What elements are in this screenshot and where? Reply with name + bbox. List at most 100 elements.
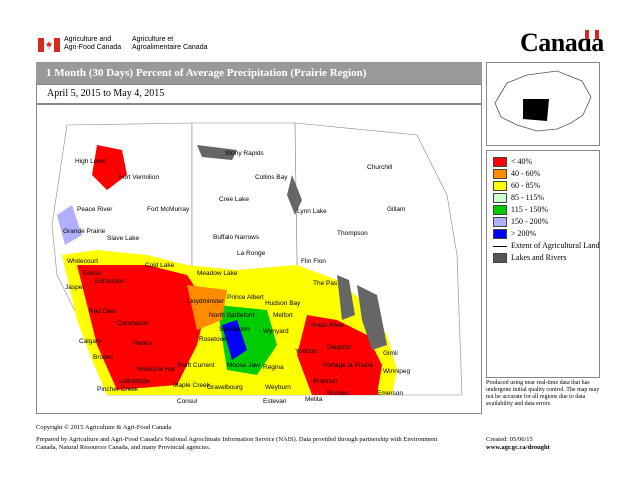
wordmark-flag-icon: [585, 30, 599, 39]
prairie-region-highlight: [523, 99, 549, 121]
city-label: Consul: [177, 398, 198, 405]
legend-item: 40 - 60%: [493, 169, 540, 179]
city-label: Red Deer: [89, 308, 118, 315]
city-label: Hudson Bay: [265, 300, 301, 307]
city-label: Coronation: [117, 320, 149, 327]
city-label: The Pas: [313, 280, 338, 287]
city-label: Stony Rapids: [225, 150, 264, 157]
city-label: Brandon: [313, 378, 338, 385]
city-label: North Battleford: [209, 312, 255, 319]
city-label: High Level: [75, 158, 106, 165]
city-label: Gillam: [387, 206, 405, 213]
legend-extent-line: Extent of Agricultural Land: [493, 241, 600, 251]
city-label: Buffalo Narrows: [213, 234, 260, 241]
inset-map-graphic: [494, 70, 592, 132]
city-label: Whitecourt: [67, 258, 98, 265]
city-label: Thompson: [337, 230, 368, 237]
city-label: Jasper: [65, 284, 85, 291]
dept-en-line2: Agri-Food Canada: [64, 44, 122, 51]
city-label: Peace River: [77, 206, 113, 213]
map-frame: High Level Fort Vermilion Stony Rapids C…: [36, 104, 482, 414]
zone-under-40-north: [92, 145, 127, 190]
legend-swatch: [493, 193, 507, 203]
city-label: Estevan: [263, 398, 287, 405]
city-label: Swan River: [311, 322, 345, 329]
zone-150-200: [57, 205, 82, 245]
city-label: Prince Albert: [227, 294, 264, 301]
zone-over-200: [222, 320, 247, 360]
canada-inset-map: [486, 62, 600, 146]
city-label: Wynyard: [263, 328, 289, 335]
city-label: Yorkton: [295, 348, 317, 355]
city-label: Cold Lake: [145, 262, 175, 269]
dept-fr-line2: Agroalimentaire Canada: [132, 44, 208, 51]
legend-item: 60 - 85%: [493, 181, 540, 191]
disclaimer: Produced using near real-time data that …: [486, 380, 600, 407]
dept-fr-line1: Agriculture et: [132, 36, 174, 43]
city-label: Weyburn: [265, 384, 291, 391]
zone-under-40-alberta: [77, 265, 207, 390]
dept-en-line1: Agriculture and: [64, 36, 112, 43]
city-label: Medicine Hat: [137, 366, 175, 373]
legend-swatch: [493, 181, 507, 191]
header: Agriculture and Agri-Food Canada Agricul…: [0, 0, 640, 60]
created-date: Created: 05/06/15: [486, 436, 533, 443]
city-label: Moose Jaw: [227, 362, 260, 369]
legend-item: 115 - 150%: [493, 205, 548, 215]
city-label: Swift Current: [177, 362, 215, 369]
city-label: Flin Flon: [301, 258, 326, 265]
legend-swatch: [493, 229, 507, 239]
legend-swatch: [493, 169, 507, 179]
city-label: Melfort: [273, 312, 293, 319]
city-label: Gimli: [383, 350, 398, 357]
lakes-swatch: [493, 253, 507, 263]
legend: < 40% 40 - 60% 60 - 85% 85 - 115% 115 - …: [486, 150, 600, 378]
city-label: Lethbridge: [119, 378, 150, 385]
city-label: Brooks: [93, 354, 114, 361]
city-label: Slave Lake: [107, 235, 140, 242]
city-label: Fort Vermilion: [119, 174, 159, 181]
date-range: April 5, 2015 to May 4, 2015: [36, 84, 482, 104]
city-label: Portage la Prairie: [323, 362, 374, 369]
footer-meta: Created: 05/06/15 www.agr.gc.ca/drought: [486, 436, 550, 452]
city-label: Collins Bay: [255, 174, 288, 181]
city-label: Fort McMurray: [147, 206, 190, 213]
city-label: Edmonton: [95, 278, 125, 285]
legend-swatch: [493, 157, 507, 167]
city-label: Saskatoon: [219, 326, 250, 333]
city-label: Morden: [327, 390, 349, 397]
city-label: Lynn Lake: [297, 208, 327, 215]
footer-credits: Prepared by Agriculture and Agri-Food Ca…: [36, 436, 438, 451]
city-label: Edson: [83, 270, 102, 277]
legend-item: > 200%: [493, 229, 536, 239]
city-label: Lloydminster: [187, 298, 225, 305]
city-label: Emerson: [377, 390, 403, 397]
zone-40-60: [187, 285, 227, 330]
city-label: La Ronge: [237, 250, 266, 257]
legend-lakes: Lakes and Rivers: [493, 253, 567, 263]
legend-item: < 40%: [493, 157, 532, 167]
lake-winnipegosis: [337, 275, 355, 320]
canada-flag-icon: [38, 38, 60, 52]
copyright: Copyright © 2015 Agriculture & Agri-Food…: [36, 424, 172, 431]
city-label: Meadow Lake: [197, 270, 238, 277]
city-label: Melita: [305, 396, 323, 403]
city-label: Pincher Creek: [97, 386, 139, 393]
city-label: Grande Prairie: [63, 228, 106, 235]
lake-winnipeg: [357, 285, 387, 350]
legend-swatch: [493, 205, 507, 215]
legend-item: 150 - 200%: [493, 217, 548, 227]
map-title: 1 Month (30 Days) Percent of Average Pre…: [36, 62, 482, 84]
zone-under-40-manitoba: [297, 315, 382, 395]
city-label: Regina: [263, 364, 284, 371]
prairie-precipitation-map: High Level Fort Vermilion Stony Rapids C…: [51, 122, 463, 405]
city-label: Winnipeg: [383, 368, 410, 375]
department-name-fr: Agriculture et Agroalimentaire Canada: [132, 36, 208, 52]
city-label: Churchill: [367, 164, 393, 171]
city-label: Hanna: [133, 340, 153, 347]
city-label: Cree Lake: [219, 196, 249, 203]
city-label: Dauphin: [327, 344, 352, 351]
reindeer-lake: [287, 175, 302, 215]
website-link[interactable]: www.agr.gc.ca/drought: [486, 444, 550, 451]
department-name-en: Agriculture and Agri-Food Canada: [64, 36, 121, 52]
